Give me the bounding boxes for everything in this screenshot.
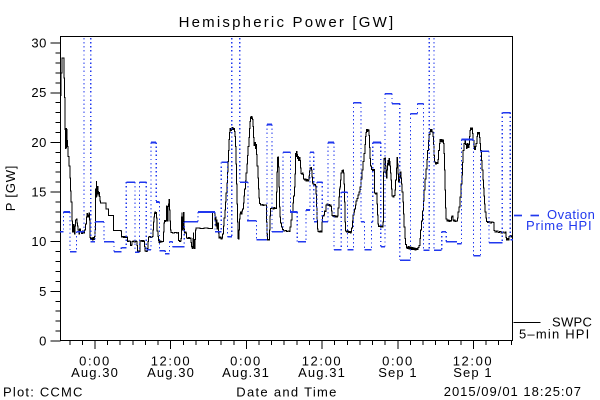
svg-text:Hemispheric Power [GW]: Hemispheric Power [GW]	[179, 14, 396, 31]
svg-text:12:00: 12:00	[453, 354, 494, 369]
svg-text:12:00: 12:00	[151, 354, 192, 369]
svg-text:Sep 1: Sep 1	[378, 365, 417, 380]
svg-text:Plot: CCMC: Plot: CCMC	[3, 385, 84, 400]
svg-text:12:00: 12:00	[302, 354, 343, 369]
svg-text:0: 0	[39, 334, 47, 349]
svg-text:Prime HPI: Prime HPI	[526, 218, 592, 233]
svg-text:Aug.30: Aug.30	[147, 365, 195, 380]
svg-text:0:00: 0:00	[382, 354, 414, 369]
svg-text:Aug.31: Aug.31	[298, 365, 346, 380]
svg-text:Aug.31: Aug.31	[222, 365, 270, 380]
svg-text:SWPC: SWPC	[552, 315, 592, 330]
svg-text:25: 25	[31, 85, 47, 100]
svg-text:2015/09/01 18:25:07: 2015/09/01 18:25:07	[444, 384, 582, 399]
svg-text:0:00: 0:00	[79, 354, 111, 369]
svg-text:10: 10	[31, 234, 47, 249]
svg-text:0:00: 0:00	[230, 354, 262, 369]
svg-text:Ovation: Ovation	[547, 207, 595, 222]
svg-text:Date and Time: Date and Time	[236, 385, 337, 400]
svg-text:20: 20	[31, 135, 47, 150]
svg-text:15: 15	[31, 185, 47, 200]
svg-text:5: 5	[39, 284, 47, 299]
svg-text:P [GW]: P [GW]	[3, 165, 18, 211]
svg-text:5–min HPI: 5–min HPI	[519, 327, 591, 342]
svg-text:30: 30	[31, 36, 47, 51]
svg-text:Sep 1: Sep 1	[453, 365, 492, 380]
svg-text:Aug.30: Aug.30	[71, 365, 119, 380]
